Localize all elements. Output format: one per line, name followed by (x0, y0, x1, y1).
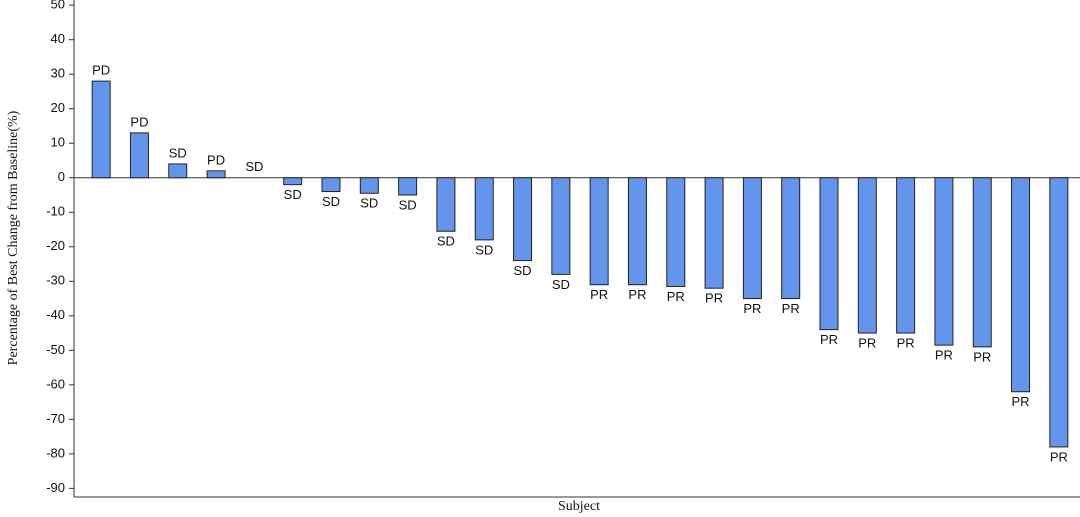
bar (129, 132, 149, 179)
bar (283, 177, 303, 186)
bar (781, 177, 801, 300)
bar-label: SD (360, 196, 378, 211)
bar-label: PR (973, 349, 991, 364)
bar (627, 177, 647, 286)
bar (742, 177, 762, 300)
y-tick-label: 30 (51, 66, 65, 81)
y-tick-label: -90 (46, 480, 65, 495)
bar-label: PR (935, 348, 953, 363)
bar-label: SD (437, 234, 455, 249)
x-axis-label: Subject (558, 499, 600, 514)
bar-label: SD (552, 277, 570, 292)
bar (551, 177, 571, 275)
bar-label: SD (284, 187, 302, 202)
bar-label: PR (1050, 449, 1068, 464)
y-tick-label: -10 (46, 204, 65, 219)
bar (168, 163, 188, 179)
bar-label: PR (820, 332, 838, 347)
bar (857, 177, 877, 334)
bar-label: PR (1012, 394, 1030, 409)
bar-label: SD (514, 263, 532, 278)
bar (398, 177, 418, 196)
bar-label: SD (399, 197, 417, 212)
y-tick-label: 10 (51, 135, 65, 150)
bar (436, 177, 456, 232)
bar (359, 177, 379, 194)
bar-label: PR (590, 287, 608, 302)
bar-label: SD (322, 194, 340, 209)
bar (513, 177, 533, 262)
bar (666, 177, 686, 287)
bar-label: PR (743, 301, 761, 316)
bar-label: SD (245, 159, 263, 174)
y-tick-label: -30 (46, 273, 65, 288)
bar-label: PR (897, 335, 915, 350)
bar (1049, 177, 1069, 448)
bar-label: PD (130, 114, 148, 129)
bar-label: PR (705, 291, 723, 306)
y-axis-label: Percentage of Best Change from Baseline(… (6, 110, 21, 365)
bar-label: PD (207, 152, 225, 167)
y-tick-label: -70 (46, 411, 65, 426)
y-tick-label: -80 (46, 445, 65, 460)
bar-label: PR (858, 335, 876, 350)
bar-label: SD (475, 242, 493, 257)
bar (206, 170, 226, 179)
bar-label: PR (667, 289, 685, 304)
bar-label: PD (92, 63, 110, 78)
bar (91, 80, 111, 179)
bar (321, 177, 341, 193)
y-tick-label: 0 (58, 169, 65, 184)
bar (1011, 177, 1031, 393)
y-tick-label: -60 (46, 376, 65, 391)
y-tick-label: 20 (51, 100, 65, 115)
bar (896, 177, 916, 334)
y-tick-label: -40 (46, 307, 65, 322)
y-tick-label: 50 (51, 0, 65, 12)
bar-label: PR (782, 301, 800, 316)
bar (704, 177, 724, 289)
bar-label: SD (169, 145, 187, 160)
y-tick-label: 40 (51, 31, 65, 46)
bar-label: PR (628, 287, 646, 302)
bar (934, 177, 954, 346)
y-tick-label: -50 (46, 342, 65, 357)
bar (474, 177, 494, 241)
bar (972, 177, 992, 348)
bar (589, 177, 609, 286)
y-tick-label: -20 (46, 238, 65, 253)
bar (819, 177, 839, 331)
